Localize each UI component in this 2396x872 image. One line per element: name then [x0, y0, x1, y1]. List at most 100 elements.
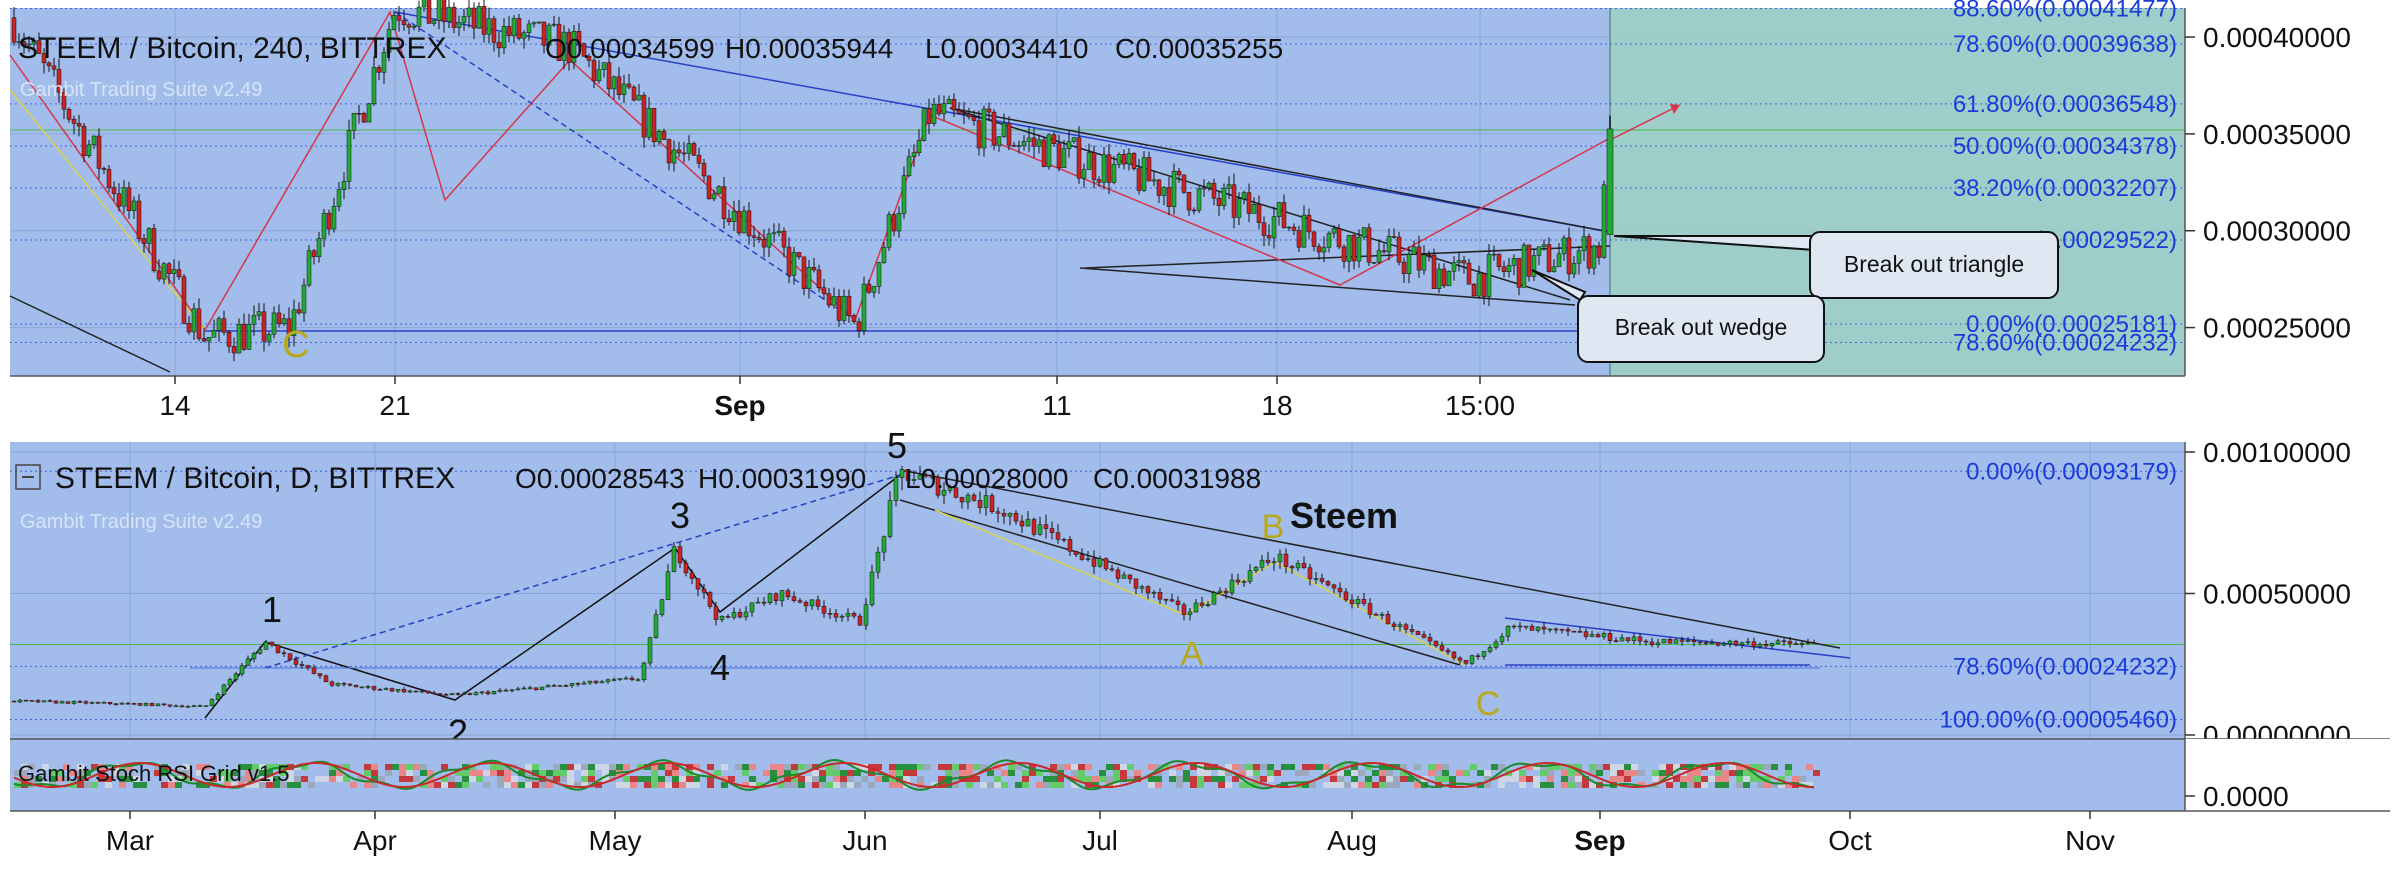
top-candle-body	[221, 318, 227, 333]
bottom-candle-body	[1217, 590, 1223, 593]
stoch-grid-cell	[889, 770, 896, 776]
top-candle-body	[1401, 261, 1407, 275]
top-candle-body	[1431, 254, 1437, 289]
stoch-grid-cell	[777, 770, 784, 776]
bottom-candle-body	[1751, 641, 1757, 647]
stoch-grid-cell	[1764, 782, 1771, 788]
top-candle-body	[1471, 283, 1477, 297]
stoch-grid-cell	[840, 782, 847, 788]
top-price-panel[interactable]: 88.60%(0.00041477) 78.60%(0.00039638) 61.8…	[9, 0, 2390, 428]
bottom-candle-body	[1115, 569, 1121, 579]
stoch-rsi-lines	[13, 758, 1815, 791]
top-candle-body	[841, 295, 847, 321]
stoch-grid-cell	[1715, 776, 1722, 782]
bottom-candle-body	[95, 702, 101, 704]
stoch-rsi-panel[interactable]: Gambit Stoch RSI Grid v1.5 0.0000	[10, 738, 2390, 812]
bottom-candle-body	[1151, 592, 1157, 594]
wave-label-b: B	[1262, 508, 1285, 546]
top-candle-body	[1361, 227, 1367, 238]
top-candle-body	[1371, 261, 1377, 264]
top-candle-body	[1426, 254, 1432, 257]
stoch-grid-cell	[1113, 764, 1120, 770]
stoch-grid-cell	[1519, 782, 1526, 788]
stoch-grid-cell	[462, 782, 469, 788]
bottom-candle-body	[761, 601, 767, 604]
bottom-candle-body	[1781, 640, 1787, 643]
bottom-candle-body	[911, 478, 917, 481]
top-candle-body	[246, 323, 252, 350]
bottom-candle-body	[647, 637, 653, 664]
stoch-grid-cell	[210, 776, 217, 782]
bottom-candle-body	[1163, 598, 1169, 601]
top-time-axis[interactable]	[10, 376, 2185, 428]
bottom-candle-body	[587, 680, 593, 684]
top-candle-body	[1066, 141, 1072, 149]
top-candle-body	[821, 287, 827, 294]
bottom-candle-body	[1451, 651, 1457, 659]
stoch-grid-cell	[721, 782, 728, 788]
stoch-grid-cell	[1204, 764, 1211, 770]
stoch-grid-cell	[1638, 770, 1645, 776]
bottom-candle-body	[1169, 599, 1175, 602]
stoch-grid-cell	[1533, 776, 1540, 782]
stoch-grid-cell	[665, 782, 672, 788]
bottom-price-panel[interactable]: 0.00%(0.00093179) 78.60%(0.00024232) 100.0…	[10, 425, 2390, 811]
stoch-grid-cell	[182, 764, 189, 770]
stoch-grid-cell	[56, 776, 63, 782]
stoch-grid-cell	[672, 782, 679, 788]
stoch-grid-cell	[763, 770, 770, 776]
top-candle-body	[11, 17, 17, 43]
top-candle-body	[696, 154, 702, 164]
stoch-grid-cell	[756, 782, 763, 788]
top-candle-body	[571, 31, 577, 63]
top-date-tick-label: 11	[1042, 390, 1071, 421]
top-candle-body	[971, 116, 977, 121]
month-tick-label: Nov	[2065, 825, 2115, 856]
top-candle-body	[1576, 250, 1582, 264]
stoch-grid-cell	[742, 770, 749, 776]
stoch-grid-cell	[1659, 764, 1666, 770]
bottom-candle-body	[1601, 633, 1607, 638]
stoch-grid-cell	[581, 770, 588, 776]
bottom-price-axis[interactable]	[2185, 442, 2390, 739]
stoch-grid-cell	[350, 782, 357, 788]
bottom-candle-body	[113, 703, 119, 705]
bottom-candle-body	[545, 685, 551, 688]
stoch-grid-cell	[728, 776, 735, 782]
stoch-grid-cell	[595, 764, 602, 770]
bottom-candle-body	[239, 665, 245, 675]
top-candle-body	[1036, 139, 1042, 147]
bottom-candle-body	[1775, 640, 1781, 644]
stoch-grid-cell	[707, 782, 714, 788]
stoch-grid-cell	[812, 770, 819, 776]
stoch-grid-cell	[1764, 776, 1771, 782]
top-candle-body	[291, 309, 297, 336]
stoch-grid-cell	[1267, 776, 1274, 782]
top-candle-body	[811, 267, 817, 271]
stoch-grid-cell	[1015, 782, 1022, 788]
stoch-grid-cell	[903, 764, 910, 770]
bottom-candle-body	[419, 690, 425, 693]
top-fib-label: 88.60%(0.00041477)	[1953, 0, 2177, 22]
bottom-candle-body	[311, 667, 317, 674]
stoch-grid-cell	[777, 764, 784, 770]
stoch-grid-cell	[1120, 770, 1127, 776]
top-price-axis[interactable]	[2185, 8, 2390, 376]
top-fib-label: 38.20%(0.00032207)	[1953, 175, 2177, 202]
top-candle-body	[476, 6, 482, 29]
stoch-grid-cell	[1344, 782, 1351, 788]
top-candle-body	[1086, 152, 1092, 170]
bottom-time-axis[interactable]: Mar Apr May Jun Jul Aug Sep Oct Nov	[10, 810, 2390, 863]
stoch-grid-cell	[91, 764, 98, 770]
bottom-candle-body	[1523, 625, 1529, 628]
bottom-candle-body	[1253, 567, 1259, 572]
stoch-grid-cell	[77, 782, 84, 788]
top-candle-body	[1311, 231, 1317, 247]
indicator-price-axis[interactable]	[2185, 739, 2390, 811]
stoch-grid-cell	[1673, 776, 1680, 782]
bottom-candle-body	[1661, 638, 1667, 644]
stoch-grid-cell	[336, 770, 343, 776]
collapse-pane-button[interactable]	[15, 464, 41, 490]
stoch-grid-cell	[196, 764, 203, 770]
